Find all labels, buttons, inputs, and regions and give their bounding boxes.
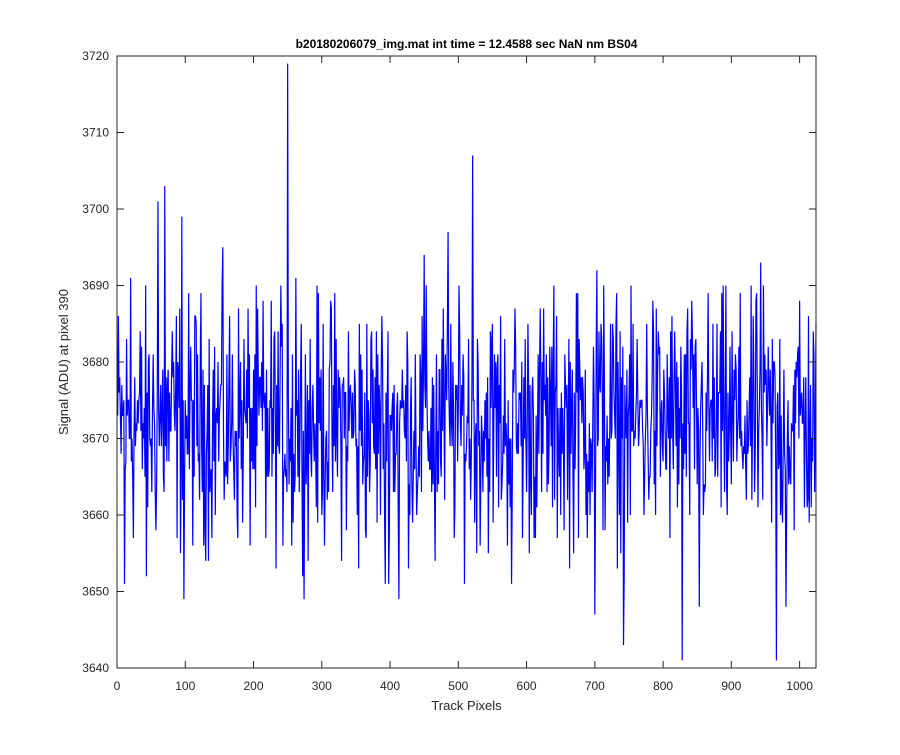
x-tick-label: 100 [175, 679, 195, 693]
x-tick-label: 500 [448, 679, 468, 693]
x-tick-label: 300 [312, 679, 332, 693]
x-tick-label: 700 [585, 679, 605, 693]
x-tick-label: 800 [653, 679, 673, 693]
signal-series-line [117, 63, 817, 661]
y-tick-label: 3700 [82, 202, 109, 216]
x-tick-label: 900 [721, 679, 741, 693]
y-tick-label: 3710 [82, 126, 109, 140]
y-tick-label: 3640 [82, 661, 109, 675]
y-tick-label: 3650 [82, 585, 109, 599]
chart-title: b20180206079_img.mat int time = 12.4588 … [296, 37, 638, 51]
y-tick-label: 3720 [82, 49, 109, 63]
x-tick-label: 0 [114, 679, 121, 693]
y-axis-label: Signal (ADU) at pixel 390 [56, 289, 71, 435]
y-tick-label: 3660 [82, 508, 109, 522]
x-tick-label: 600 [517, 679, 537, 693]
y-tick-label: 3680 [82, 355, 109, 369]
series-layer [117, 63, 817, 661]
x-axis-label: Track Pixels [431, 698, 502, 713]
y-tick-label: 3670 [82, 432, 109, 446]
x-tick-label: 1000 [786, 679, 813, 693]
x-tick-label: 200 [244, 679, 264, 693]
x-tick-label: 400 [380, 679, 400, 693]
ticks-layer: 0 100 200 300 400 500 600 700 800 900 1000 3640 3650… [82, 49, 816, 693]
y-tick-label: 3690 [82, 279, 109, 293]
